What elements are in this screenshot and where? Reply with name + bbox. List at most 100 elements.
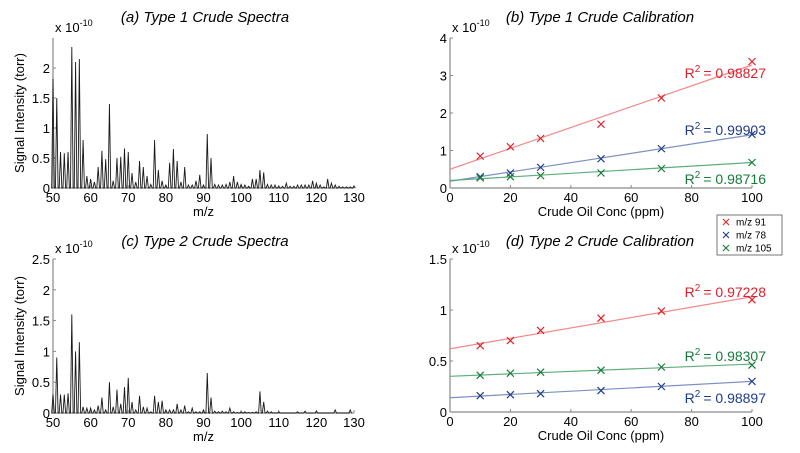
x-tick-label: 50 <box>46 190 60 205</box>
data-point-x-marker <box>657 144 666 153</box>
data-point-x-marker <box>597 386 605 395</box>
data-point-x-marker <box>597 120 605 129</box>
data-point-x-marker <box>657 164 666 173</box>
legend-item: m/z 91 <box>736 218 766 229</box>
y-multiplier: x 10-10 <box>452 18 490 35</box>
x-tick-label: 120 <box>306 190 328 205</box>
x-tick-label: 70 <box>121 415 135 430</box>
y-tick-label: 0 <box>43 406 50 421</box>
x-tick-label: 100 <box>741 414 763 429</box>
x-tick-label: 130 <box>343 190 365 205</box>
panel-c: 50 60 70 80 90 100 110 120 130 0 0.5 1 1.5 2 2.5 (c) Ty… <box>12 233 365 444</box>
y-tick-label: 2 <box>440 106 447 121</box>
legend-item: m/z 78 <box>736 231 766 242</box>
panel-d: 0 20 40 60 80 100 0 0.5 1 1.5 (d) Type 2 Crude Cal… <box>429 233 766 443</box>
data-point-x-marker <box>476 152 485 161</box>
y-tick-label: 2 <box>43 283 50 298</box>
data-point-x-marker <box>506 369 515 378</box>
y-tick-label: 1.5 <box>32 314 50 329</box>
x-axis-label: m/z <box>193 429 214 444</box>
x-tick-label: 0 <box>446 190 453 205</box>
r-squared-label: R2 = 0.98827 <box>685 64 767 81</box>
r-squared-label: R2 = 0.98307 <box>685 347 767 364</box>
x-tick-label: 20 <box>503 190 517 205</box>
data-point-x-marker <box>476 371 485 380</box>
fit-line <box>449 64 753 170</box>
legend-marker-x-icon <box>722 218 730 226</box>
chart-title: (a) Type 1 Crude Spectra <box>121 9 289 26</box>
data-point-x-marker <box>597 169 605 177</box>
multiplier-power: -10 <box>477 18 490 28</box>
multiplier-power: -10 <box>80 239 93 249</box>
x-tick-label: 110 <box>268 190 289 205</box>
x-axis-label: Crude Oil Conc (ppm) <box>538 204 664 219</box>
x-tick-label: 90 <box>196 190 210 205</box>
data-point-x-marker <box>536 134 545 143</box>
fit-line <box>449 161 753 182</box>
data-point-x-marker <box>597 366 605 375</box>
data-point-x-marker <box>748 361 756 370</box>
legend-box <box>716 214 783 256</box>
y-tick-label: 2 <box>43 61 50 76</box>
data-point-x-marker <box>506 169 515 177</box>
data-point-x-marker <box>748 130 756 139</box>
multiplier-power: -10 <box>80 18 93 28</box>
data-point-x-marker <box>536 389 545 398</box>
multiplier-base: x 10 <box>452 20 477 35</box>
data-point-x-marker <box>506 172 515 181</box>
chart-title: (b) Type 1 Crude Calibration <box>506 9 694 26</box>
multiplier-base: x 10 <box>452 241 477 256</box>
data-point-x-marker <box>476 391 485 400</box>
data-point-x-marker <box>748 158 756 167</box>
x-tick-label: 100 <box>741 190 763 205</box>
y-tick-label: 0.5 <box>32 151 50 166</box>
data-point-x-marker <box>657 382 666 391</box>
x-tick-label: 60 <box>83 190 97 205</box>
y-tick-label: 2.5 <box>32 252 50 267</box>
spectrum-line <box>51 314 352 414</box>
y-multiplier: x 10-10 <box>55 18 93 35</box>
panel-a: 50 60 70 80 90 100 110 120 130 0 0.5 1 1.5 2 (a) Type … <box>12 9 365 219</box>
x-tick-label: 80 <box>159 415 173 430</box>
chart-title: (c) Type 2 Crude Spectra <box>121 233 288 250</box>
data-point-x-marker <box>657 363 666 372</box>
x-axis-label: Crude Oil Conc (ppm) <box>538 428 664 443</box>
data-point-x-marker <box>506 336 515 345</box>
r-squared-label: R2 = 0.99903 <box>685 121 767 138</box>
data-point-x-marker <box>536 368 545 377</box>
y-tick-label: 4 <box>440 31 447 46</box>
x-tick-label: 70 <box>121 190 135 205</box>
fit-line <box>449 380 753 399</box>
data-point-x-marker <box>597 314 605 323</box>
data-point-x-marker <box>748 57 756 66</box>
y-multiplier: x 10-10 <box>55 239 93 256</box>
r-squared-label: R2 = 0.98716 <box>685 170 767 187</box>
multiplier-power: -10 <box>477 239 490 249</box>
x-tick-label: 90 <box>196 415 210 430</box>
y-tick-label: 0 <box>440 405 447 420</box>
y-tick-label: 0 <box>440 181 447 196</box>
data-point-x-marker <box>597 154 605 163</box>
fit-line <box>449 296 753 350</box>
legend: m/z 91 m/z 78 m/z 105 <box>716 214 783 256</box>
x-tick-label: 60 <box>624 190 638 205</box>
data-point-x-marker <box>748 295 756 304</box>
y-axis-label: Signal Intensity (torr) <box>12 276 27 396</box>
y-tick-label: 3 <box>440 69 447 84</box>
chart-title: (d) Type 2 Crude Calibration <box>506 233 694 250</box>
x-tick-label: 80 <box>684 190 698 205</box>
data-point-x-marker <box>506 142 515 151</box>
data-point-x-marker <box>748 377 756 386</box>
x-tick-label: 80 <box>159 190 173 205</box>
x-tick-label: 120 <box>306 415 328 430</box>
y-axis-label: Signal Intensity (torr) <box>12 53 27 173</box>
y-tick-label: 1 <box>43 121 50 136</box>
y-tick-label: 1 <box>43 344 50 359</box>
data-point-x-marker <box>657 307 666 315</box>
r-squared-label: R2 = 0.98897 <box>685 389 767 406</box>
x-tick-label: 60 <box>83 415 97 430</box>
legend-marker-x-icon <box>722 244 730 252</box>
data-point-x-marker <box>476 341 485 350</box>
data-point-x-marker <box>657 94 666 102</box>
